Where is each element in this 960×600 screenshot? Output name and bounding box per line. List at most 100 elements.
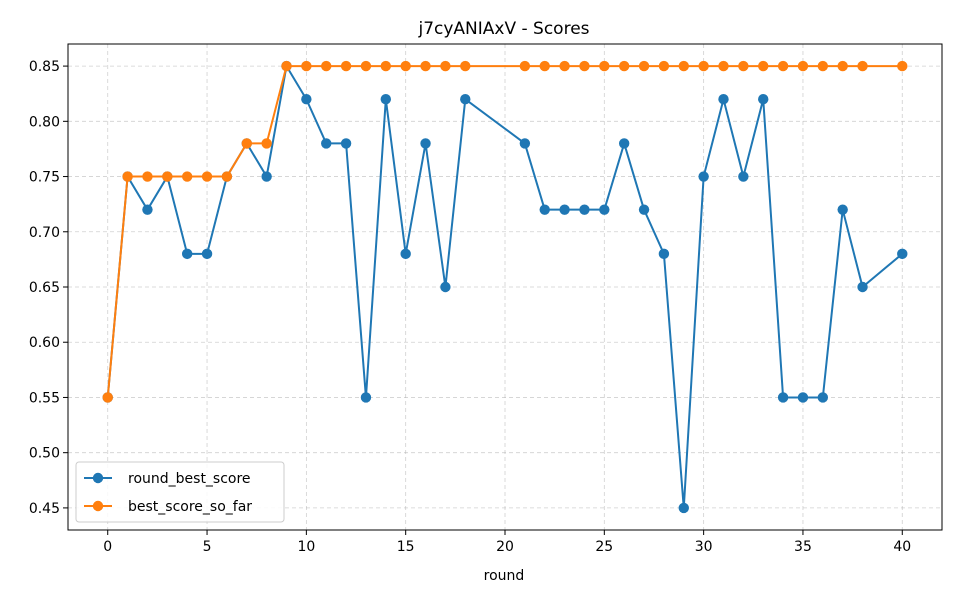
x-tick-label: 35 <box>794 539 812 555</box>
data-point <box>181 171 193 182</box>
data-point <box>460 94 471 105</box>
data-point <box>797 60 809 72</box>
data-point <box>837 204 848 215</box>
series-layer <box>102 60 908 514</box>
x-tick-label: 10 <box>297 539 315 555</box>
data-point <box>678 60 689 72</box>
data-point <box>638 60 650 72</box>
data-point <box>579 204 590 215</box>
data-point <box>301 94 312 105</box>
x-tick-label: 15 <box>397 539 415 555</box>
legend-marker-1 <box>92 500 104 512</box>
y-tick-label: 0.60 <box>29 335 60 351</box>
x-tick-label: 30 <box>695 539 713 555</box>
data-point <box>599 60 610 72</box>
x-tick-label: 40 <box>893 539 911 555</box>
data-point <box>380 94 392 105</box>
data-point <box>837 60 848 72</box>
data-point <box>301 60 312 72</box>
data-point <box>897 60 908 72</box>
data-point <box>777 392 789 403</box>
data-point <box>817 392 829 403</box>
data-point <box>142 171 153 182</box>
data-point <box>758 60 769 72</box>
data-point <box>420 60 431 72</box>
axis-ticks: 0 5 10 15 20 25 30 35 40 0.45 0.50 0.55 0.60 0.65 0.70… <box>29 59 911 555</box>
data-point <box>321 138 332 149</box>
data-point <box>321 60 332 72</box>
legend: round_best_score best_score_so_far <box>75 461 285 523</box>
data-point <box>857 60 868 72</box>
y-tick-label: 0.80 <box>29 114 60 130</box>
data-point <box>340 60 352 72</box>
data-point <box>201 248 213 260</box>
y-tick-label: 0.75 <box>29 170 60 186</box>
x-tick-label: 5 <box>203 539 212 555</box>
y-tick-label: 0.55 <box>29 390 60 406</box>
data-point <box>718 94 729 105</box>
data-point <box>281 60 292 72</box>
data-point <box>221 171 233 182</box>
data-point <box>201 171 213 182</box>
data-point <box>618 60 630 72</box>
y-tick-label: 0.45 <box>29 501 60 517</box>
legend-label-0: round_best_score <box>128 471 251 487</box>
data-point <box>440 60 451 72</box>
data-point <box>380 60 392 72</box>
chart-title: j7cyANIAxV - Scores <box>417 19 589 39</box>
data-point <box>678 502 689 514</box>
data-point <box>360 60 372 72</box>
data-point <box>738 60 749 72</box>
data-point <box>579 60 590 72</box>
data-point <box>360 392 372 403</box>
data-point <box>440 281 451 293</box>
y-tick-label: 0.65 <box>29 280 60 296</box>
data-point <box>758 94 769 105</box>
y-tick-label: 0.50 <box>29 446 60 462</box>
data-point <box>241 138 252 149</box>
data-point <box>658 248 670 260</box>
x-tick-label: 20 <box>496 539 514 555</box>
data-point <box>261 138 272 149</box>
data-point <box>638 204 650 215</box>
data-point <box>618 138 630 149</box>
x-tick-label: 25 <box>595 539 613 555</box>
data-point <box>122 171 133 182</box>
y-tick-label: 0.70 <box>29 225 60 241</box>
data-point <box>738 171 749 182</box>
data-point <box>460 60 471 72</box>
data-point <box>857 281 868 293</box>
data-point <box>142 204 153 215</box>
data-point <box>162 171 173 182</box>
data-point <box>559 204 570 215</box>
x-tick-label: 0 <box>103 539 112 555</box>
legend-box <box>75 461 285 523</box>
data-point <box>599 204 610 215</box>
y-tick-label: 0.85 <box>29 59 60 75</box>
data-point <box>698 171 709 182</box>
data-point <box>340 138 352 149</box>
data-point <box>777 60 789 72</box>
data-point <box>658 60 670 72</box>
data-point <box>261 171 272 182</box>
data-point <box>420 138 431 149</box>
series-best_score_so_far <box>102 60 908 403</box>
data-point <box>400 248 411 260</box>
data-point <box>897 248 908 260</box>
data-point <box>539 60 550 72</box>
data-point <box>519 138 531 149</box>
data-point <box>718 60 729 72</box>
data-point <box>539 204 550 215</box>
x-axis-label: round <box>484 568 525 584</box>
data-point <box>400 60 411 72</box>
legend-label-1: best_score_so_far <box>128 499 252 515</box>
data-point <box>102 392 113 403</box>
data-point <box>797 392 809 403</box>
data-point <box>559 60 570 72</box>
data-point <box>519 60 531 72</box>
data-point <box>817 60 829 72</box>
data-point <box>698 60 709 72</box>
data-point <box>181 248 193 260</box>
legend-marker-0 <box>92 472 104 484</box>
